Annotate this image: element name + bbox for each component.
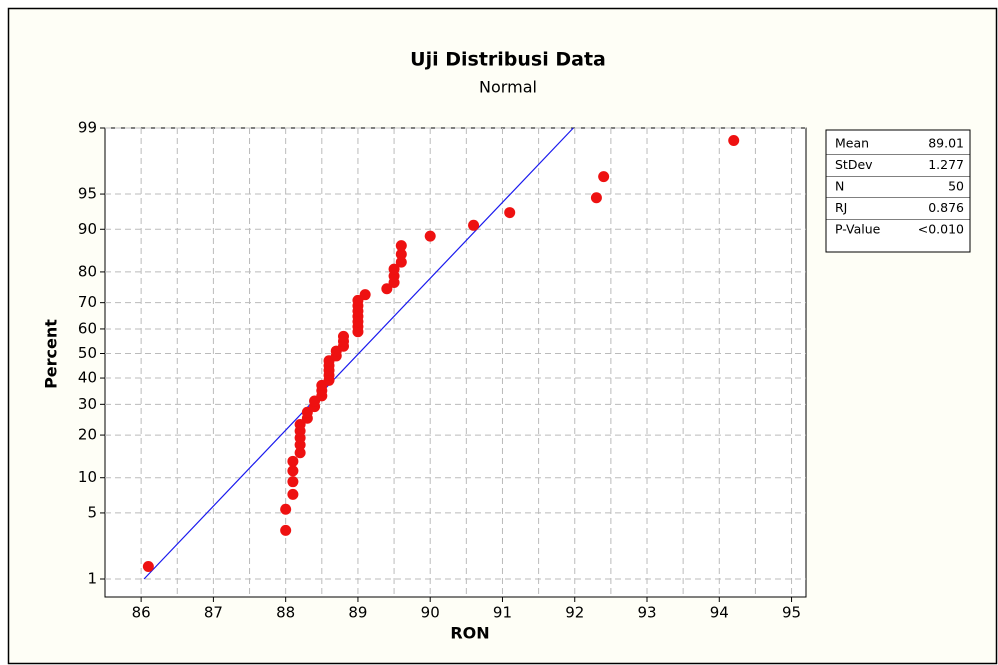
y-tick-label: 90 [78, 220, 97, 238]
data-point [504, 207, 516, 219]
x-tick-label: 88 [276, 604, 295, 622]
data-point [395, 248, 407, 260]
data-point [142, 560, 154, 572]
stat-label: N [835, 179, 844, 194]
x-tick-label: 91 [493, 604, 512, 622]
data-point [287, 455, 299, 467]
x-tick-label: 95 [782, 604, 801, 622]
data-point [728, 135, 740, 147]
x-tick-label: 89 [348, 604, 367, 622]
y-tick-label: 60 [78, 319, 97, 337]
data-point [381, 283, 393, 295]
stat-label: Mean [835, 136, 869, 151]
y-tick-label: 10 [78, 468, 97, 486]
y-tick-label: 5 [87, 503, 97, 521]
data-point [424, 230, 436, 242]
data-point [590, 192, 602, 204]
y-tick-label: 95 [78, 185, 97, 203]
data-point [287, 476, 299, 488]
stat-label: RJ [835, 200, 847, 215]
y-tick-label: 40 [78, 369, 97, 387]
plot-area [104, 127, 807, 598]
x-tick-label: 94 [710, 604, 729, 622]
x-tick-label: 86 [132, 604, 151, 622]
x-tick-label: 92 [565, 604, 584, 622]
stats-box [825, 129, 971, 253]
stat-value: 0.876 [928, 200, 964, 215]
y-tick-label: 99 [78, 119, 97, 137]
stat-value: 50 [948, 179, 964, 194]
fit-line [143, 127, 574, 580]
x-tick-label: 93 [637, 604, 656, 622]
data-point [337, 330, 349, 342]
stat-value: 1.277 [928, 157, 964, 172]
data-point [598, 171, 610, 183]
stat-label: P-Value [835, 222, 881, 237]
y-tick-label: 80 [78, 262, 97, 280]
stat-label: StDev [835, 157, 873, 172]
data-point [280, 503, 292, 515]
y-tick-label: 70 [78, 293, 97, 311]
x-tick-label: 87 [204, 604, 223, 622]
y-tick-label: 20 [78, 426, 97, 444]
data-point [359, 289, 371, 301]
data-point [280, 524, 292, 536]
data-point [468, 219, 480, 231]
data-point [388, 263, 400, 275]
x-tick-label: 90 [421, 604, 440, 622]
y-tick-label: 50 [78, 344, 97, 362]
data-point [287, 488, 299, 500]
y-tick-label: 1 [87, 569, 97, 587]
y-tick-label: 30 [78, 395, 97, 413]
data-point [287, 465, 299, 477]
stat-value: <0.010 [918, 222, 964, 237]
stat-value: 89.01 [928, 136, 964, 151]
data-point [395, 240, 407, 252]
data-point [294, 447, 306, 459]
chart-subtitle: Normal [479, 78, 537, 97]
data-point [294, 418, 306, 430]
x-axis-label: RON [450, 624, 489, 643]
y-axis-label: Percent [42, 319, 61, 389]
chart-title: Uji Distribusi Data [410, 49, 606, 71]
data-point [395, 256, 407, 268]
